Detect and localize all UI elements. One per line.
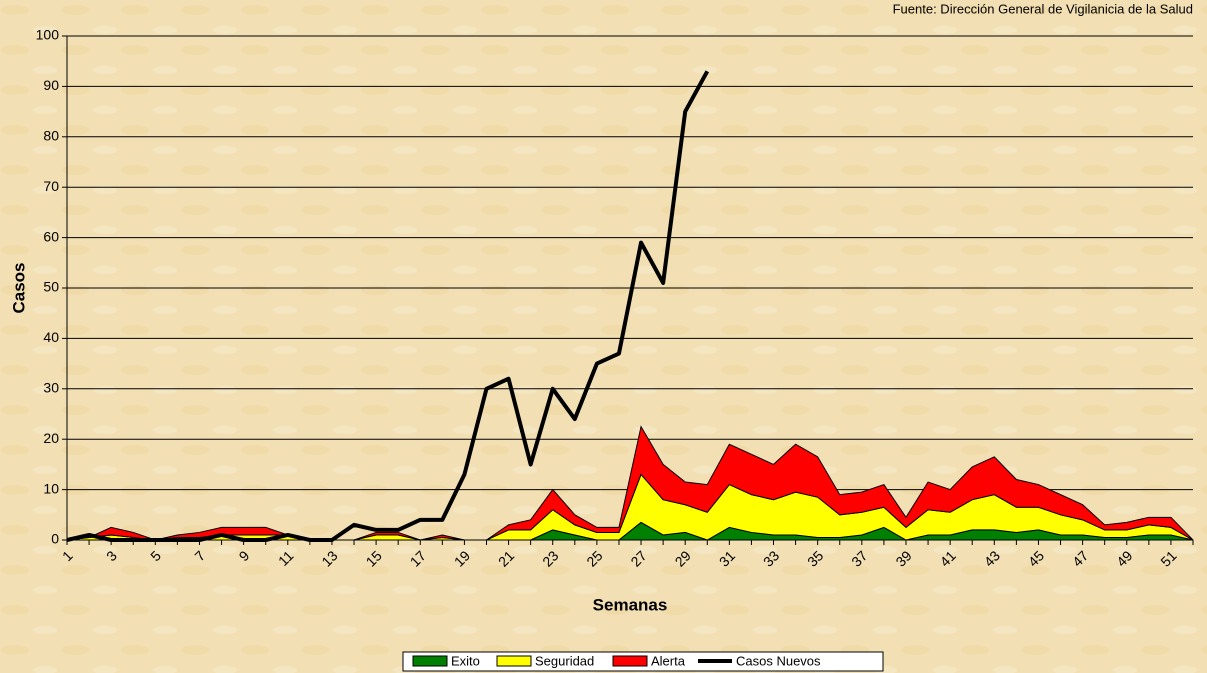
y-tick-label: 40 bbox=[43, 329, 59, 345]
legend-label: Alerta bbox=[651, 653, 686, 668]
y-axis-title: Casos bbox=[9, 262, 28, 313]
source: Fuente: Dirección General de Vigilanicia… bbox=[893, 1, 1193, 16]
legend-label: Casos Nuevos bbox=[736, 653, 821, 668]
y-tick-label: 90 bbox=[43, 77, 59, 93]
line bbox=[66, 70, 710, 542]
y-tick-label: 70 bbox=[43, 178, 59, 194]
y-tick-label: 80 bbox=[43, 128, 59, 144]
legend-label: Exito bbox=[451, 653, 480, 668]
legend-label: Seguridad bbox=[535, 653, 594, 668]
x-axis-title: Semanas bbox=[593, 595, 668, 614]
y-tick-label: 100 bbox=[36, 27, 60, 43]
y-tick-label: 50 bbox=[43, 279, 59, 295]
legend-swatch bbox=[612, 655, 648, 667]
y-tick-label: 30 bbox=[43, 380, 59, 396]
y-tick-label: 0 bbox=[51, 531, 59, 547]
legend-swatch bbox=[496, 655, 532, 667]
y-tick-label: 20 bbox=[43, 430, 59, 446]
y-tick-label: 10 bbox=[43, 480, 59, 496]
legend-swatch bbox=[412, 655, 448, 667]
y-tick-label: 60 bbox=[43, 228, 59, 244]
